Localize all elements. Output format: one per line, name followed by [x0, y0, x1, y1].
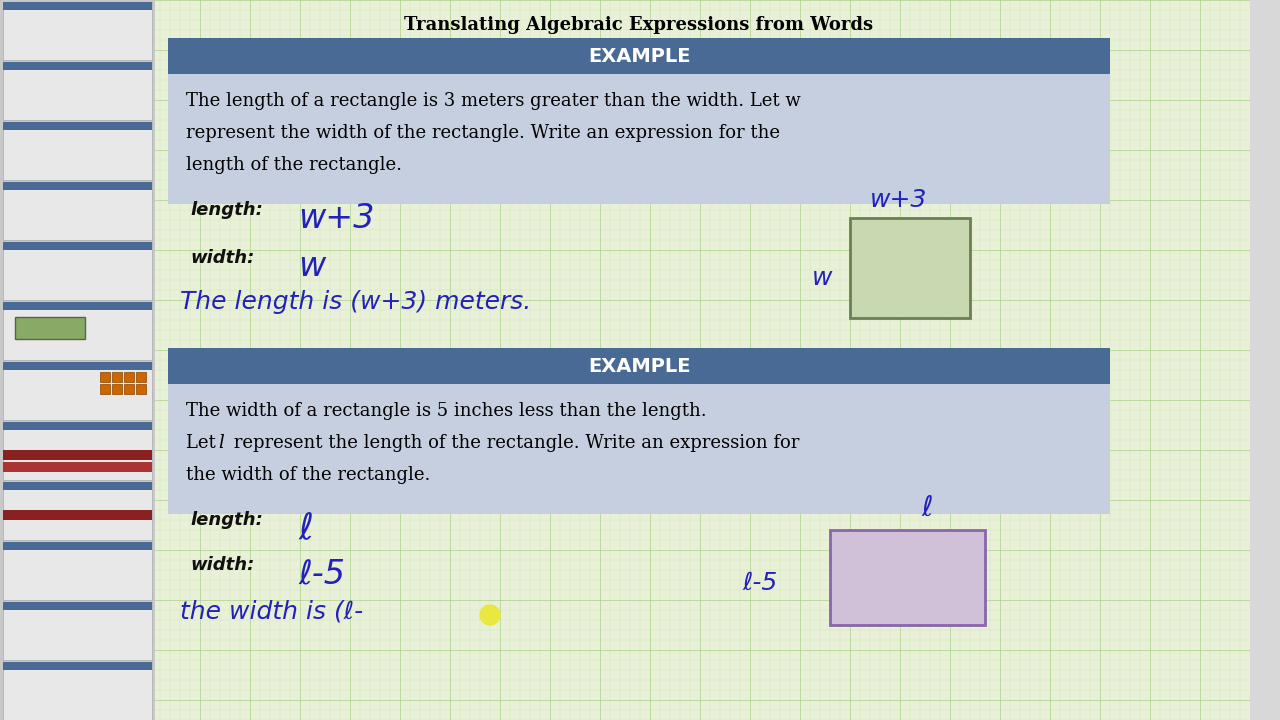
Text: EXAMPLE: EXAMPLE	[588, 356, 690, 376]
Bar	[100, 384, 110, 394]
Bar	[3, 542, 152, 550]
Bar	[3, 182, 152, 190]
Text: Let: Let	[186, 434, 221, 452]
Bar	[3, 602, 152, 660]
Text: represent the width of the rectangle. Write an expression for the: represent the width of the rectangle. Wr…	[186, 124, 780, 142]
Bar	[3, 62, 152, 120]
Bar	[168, 38, 1110, 74]
Text: ℓ: ℓ	[298, 512, 312, 546]
Bar	[3, 482, 152, 540]
Bar	[3, 62, 152, 70]
Bar	[3, 662, 152, 670]
Bar	[3, 602, 152, 610]
Circle shape	[480, 605, 500, 625]
Text: length:: length:	[189, 511, 262, 529]
Text: w: w	[298, 250, 325, 283]
Bar	[3, 482, 152, 490]
Text: w+3: w+3	[870, 188, 928, 212]
Text: Translating Algebraic Expressions from Words: Translating Algebraic Expressions from W…	[404, 16, 873, 34]
Bar	[3, 450, 152, 460]
Bar	[3, 362, 152, 420]
Bar	[3, 462, 152, 472]
Text: w: w	[812, 266, 832, 290]
Bar	[168, 384, 1110, 514]
Bar	[124, 372, 134, 382]
Text: the width of the rectangle.: the width of the rectangle.	[186, 466, 430, 484]
Bar	[3, 122, 152, 180]
Text: EXAMPLE: EXAMPLE	[588, 47, 690, 66]
Bar	[3, 2, 152, 10]
Text: ℓ-5: ℓ-5	[742, 570, 778, 595]
Bar	[3, 662, 152, 720]
Bar	[168, 348, 1110, 384]
Text: width:: width:	[189, 556, 255, 574]
Bar	[0, 0, 155, 720]
Bar	[3, 2, 152, 60]
Bar	[1251, 0, 1280, 720]
Text: represent the length of the rectangle. Write an expression for: represent the length of the rectangle. W…	[228, 434, 800, 452]
Text: The width of a rectangle is 5 inches less than the length.: The width of a rectangle is 5 inches les…	[186, 402, 707, 420]
Bar	[168, 74, 1110, 204]
Bar	[100, 372, 110, 382]
Bar	[15, 317, 84, 339]
Text: length of the rectangle.: length of the rectangle.	[186, 156, 402, 174]
Text: width:: width:	[189, 249, 255, 267]
Bar	[3, 510, 152, 520]
Bar	[136, 372, 146, 382]
Bar	[3, 422, 152, 430]
Bar	[3, 242, 152, 250]
Bar	[3, 302, 152, 360]
Text: The length is (w+3) meters.: The length is (w+3) meters.	[180, 290, 531, 314]
Bar	[3, 122, 152, 130]
Bar	[3, 422, 152, 480]
Bar	[3, 182, 152, 240]
Bar	[113, 384, 122, 394]
Bar	[3, 302, 152, 310]
Text: ℓ: ℓ	[922, 494, 933, 522]
Bar	[829, 530, 986, 625]
Text: the width is (ℓ-: the width is (ℓ-	[180, 600, 364, 624]
Text: ℓ-5: ℓ-5	[298, 557, 346, 590]
Bar	[136, 384, 146, 394]
Text: w+3: w+3	[298, 202, 375, 235]
Text: The length of a rectangle is 3 meters greater than the width. Let w: The length of a rectangle is 3 meters gr…	[186, 92, 801, 110]
Bar	[3, 542, 152, 600]
Bar	[124, 384, 134, 394]
Bar	[850, 218, 970, 318]
Text: length:: length:	[189, 201, 262, 219]
Bar	[3, 362, 152, 370]
Bar	[3, 242, 152, 300]
Bar	[113, 372, 122, 382]
Text: l: l	[218, 434, 224, 452]
